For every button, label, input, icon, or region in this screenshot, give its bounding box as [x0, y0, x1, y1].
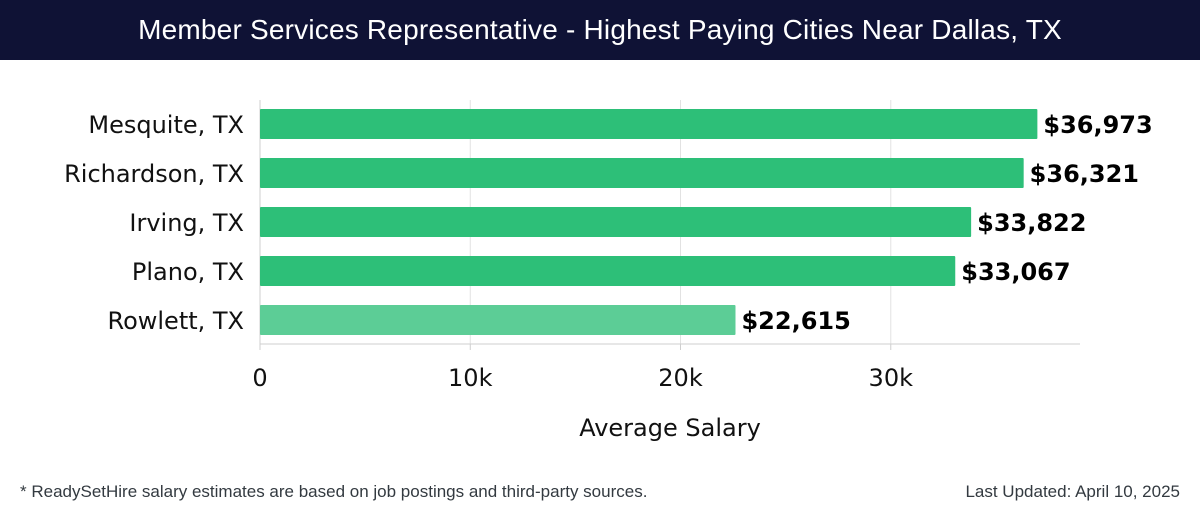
- bar: [260, 256, 956, 286]
- x-tick-label: 0: [252, 364, 267, 392]
- chart-header: Member Services Representative - Highest…: [0, 0, 1200, 60]
- footnote: * ReadySetHire salary estimates are base…: [20, 482, 648, 501]
- category-label: Richardson, TX: [64, 160, 244, 188]
- data-label: $36,321: [1030, 160, 1139, 188]
- data-label: $36,973: [1043, 111, 1152, 139]
- category-label: Mesquite, TX: [88, 111, 244, 139]
- bar: [260, 207, 972, 237]
- data-label: $22,615: [741, 307, 850, 335]
- data-label: $33,067: [961, 258, 1070, 286]
- category-label: Plano, TX: [132, 258, 244, 286]
- bar-chart: 0 10k 20k 30k Average Salary Mesquite, TX $36,…: [64, 100, 1153, 442]
- x-axis-label: Average Salary: [579, 414, 761, 442]
- chart-title: Member Services Representative - Highest…: [138, 14, 1062, 45]
- last-updated: Last Updated: April 10, 2025: [965, 482, 1180, 501]
- category-label: Irving, TX: [129, 209, 244, 237]
- category-label: Rowlett, TX: [107, 307, 244, 335]
- x-tick-label: 10k: [448, 364, 493, 392]
- bar: [260, 305, 736, 335]
- x-tick-label: 20k: [658, 364, 703, 392]
- bar: [260, 109, 1038, 139]
- bar: [260, 158, 1024, 188]
- data-label: $33,822: [977, 209, 1086, 237]
- x-tick-label: 30k: [869, 364, 914, 392]
